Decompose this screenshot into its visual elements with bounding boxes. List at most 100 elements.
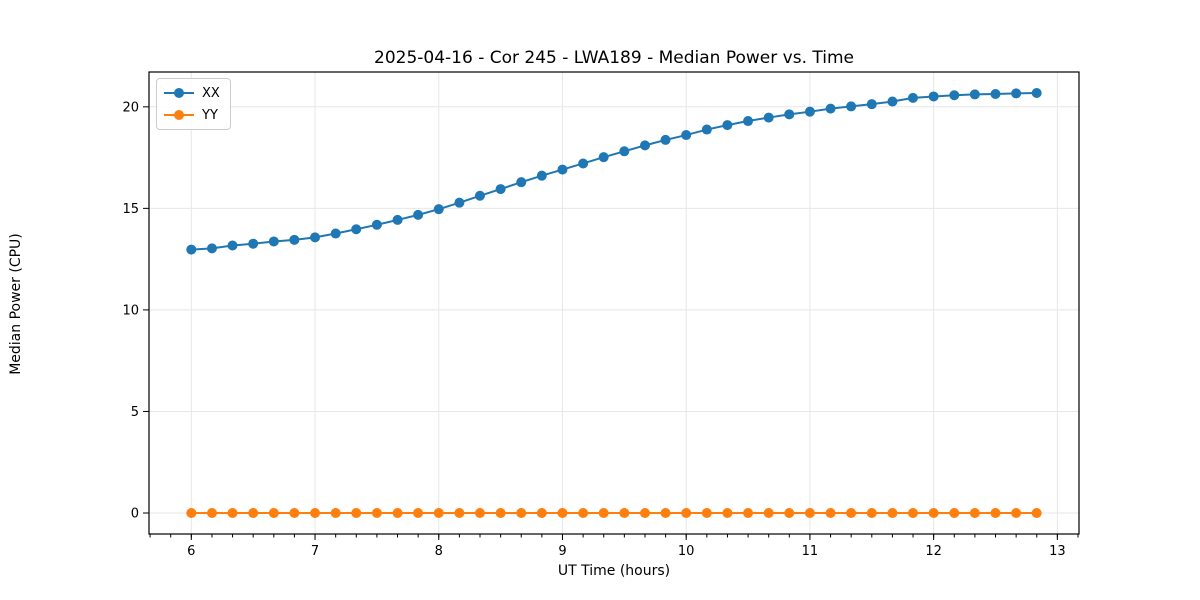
series-marker-xx xyxy=(351,224,362,235)
x-tick-label: 8 xyxy=(435,544,443,559)
legend-item-xx: XX xyxy=(164,84,220,102)
series-marker-yy xyxy=(248,508,259,518)
series-marker-xx xyxy=(969,89,980,100)
series-marker-yy xyxy=(186,508,197,518)
series-marker-yy xyxy=(371,508,382,518)
series-marker-yy xyxy=(495,508,506,518)
series-marker-yy xyxy=(763,508,774,518)
series-marker-yy xyxy=(1031,508,1042,518)
series-marker-xx xyxy=(392,214,403,225)
series-marker-xx xyxy=(227,240,238,251)
series-marker-xx xyxy=(990,89,1001,100)
series-marker-xx xyxy=(619,146,630,157)
series-marker-yy xyxy=(722,508,733,518)
series-marker-yy xyxy=(536,508,547,518)
series-marker-xx xyxy=(928,91,939,102)
series-marker-yy xyxy=(784,508,795,518)
series-marker-xx xyxy=(660,134,671,145)
series-marker-xx xyxy=(743,116,754,127)
series-marker-xx xyxy=(268,236,279,247)
chart-title: 2025-04-16 - Cor 245 - LWA189 - Median P… xyxy=(374,48,854,68)
series-marker-xx xyxy=(1031,88,1042,98)
x-tick-label: 6 xyxy=(187,544,195,559)
series-marker-xx xyxy=(413,209,424,220)
y-axis-label: Median Power (CPU) xyxy=(8,233,24,375)
series-marker-xx xyxy=(454,197,465,208)
series-marker-xx xyxy=(474,190,485,201)
y-tick-label: 0 xyxy=(131,507,139,522)
series-marker-yy xyxy=(681,508,692,518)
x-axis-label: UT Time (hours) xyxy=(557,563,671,579)
series-marker-xx xyxy=(825,103,836,114)
series-marker-yy xyxy=(351,508,362,518)
x-tick-label: 11 xyxy=(802,544,819,559)
series-marker-xx xyxy=(846,101,857,112)
series-marker-yy xyxy=(206,508,217,518)
series-marker-yy xyxy=(310,508,321,518)
legend-label: YY xyxy=(202,107,218,123)
series-marker-yy xyxy=(949,508,960,518)
legend-line-sample-yy xyxy=(164,110,194,120)
legend-item-yy: YY xyxy=(164,106,220,124)
series-marker-xx xyxy=(784,109,795,120)
series-marker-yy xyxy=(578,508,589,518)
series-marker-xx xyxy=(330,228,341,239)
series-marker-yy xyxy=(804,508,815,518)
series-marker-xx xyxy=(763,112,774,123)
series-marker-yy xyxy=(227,508,238,518)
series-marker-yy xyxy=(454,508,465,518)
series-marker-xx xyxy=(907,92,918,103)
series-marker-yy xyxy=(413,508,424,518)
series-marker-xx xyxy=(598,152,609,163)
series-marker-xx xyxy=(536,170,547,181)
series-marker-xx xyxy=(206,243,217,254)
series-marker-yy xyxy=(969,508,980,518)
series-marker-xx xyxy=(722,120,733,131)
series-marker-yy xyxy=(516,508,527,518)
series-marker-xx xyxy=(248,238,259,249)
series-marker-yy xyxy=(639,508,650,518)
series-marker-xx xyxy=(866,99,877,110)
series-marker-xx xyxy=(310,232,321,243)
series-marker-yy xyxy=(887,508,898,518)
series-marker-xx xyxy=(1011,88,1022,99)
series-marker-yy xyxy=(825,508,836,518)
series-marker-yy xyxy=(598,508,609,518)
series-marker-yy xyxy=(846,508,857,518)
series-marker-xx xyxy=(433,204,444,215)
legend-label: XX xyxy=(202,85,220,101)
series-marker-yy xyxy=(660,508,671,518)
legend-line-sample-xx xyxy=(164,88,194,98)
series-marker-xx xyxy=(701,124,712,135)
series-marker-yy xyxy=(330,508,341,518)
series-marker-yy xyxy=(619,508,630,518)
y-tick-label: 10 xyxy=(122,303,139,318)
series-marker-xx xyxy=(516,177,527,188)
axes-frame xyxy=(148,71,1080,535)
series-marker-yy xyxy=(1011,508,1022,518)
y-tick-label: 15 xyxy=(122,202,139,217)
y-tick-label: 5 xyxy=(131,405,139,420)
series-marker-yy xyxy=(990,508,1001,518)
series-marker-xx xyxy=(639,140,650,151)
series-marker-yy xyxy=(701,508,712,518)
series-marker-xx xyxy=(887,96,898,107)
series-marker-yy xyxy=(433,508,444,518)
series-marker-xx xyxy=(949,90,960,101)
x-tick-label: 7 xyxy=(311,544,319,559)
series-marker-yy xyxy=(928,508,939,518)
series-marker-yy xyxy=(392,508,403,518)
x-tick-label: 9 xyxy=(558,544,566,559)
x-tick-label: 12 xyxy=(925,544,942,559)
series-marker-yy xyxy=(557,508,568,518)
series-line-xx xyxy=(191,92,1037,251)
series-marker-xx xyxy=(804,106,815,117)
series-marker-xx xyxy=(289,234,300,245)
series-marker-yy xyxy=(743,508,754,518)
x-tick-label: 10 xyxy=(678,544,695,559)
series-marker-yy xyxy=(268,508,279,518)
series-marker-xx xyxy=(371,219,382,230)
x-tick-label: 13 xyxy=(1049,544,1066,559)
